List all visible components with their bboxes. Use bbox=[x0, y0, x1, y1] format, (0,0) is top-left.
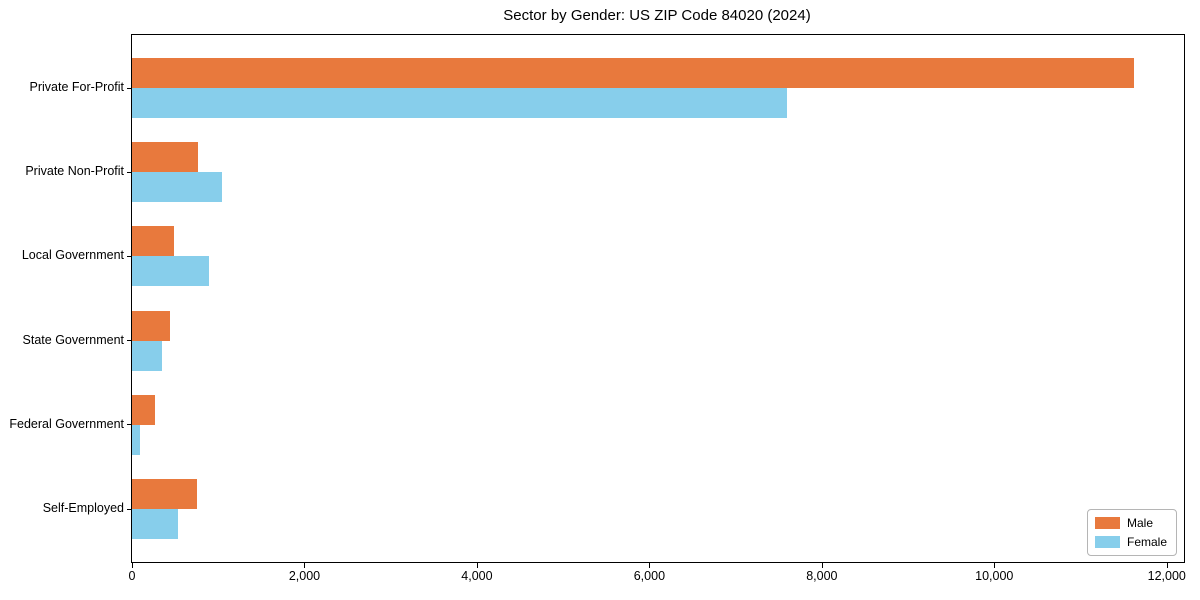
y-axis-label-self-employed: Self-Employed bbox=[42, 501, 124, 515]
x-axis-tick bbox=[1166, 563, 1168, 568]
bar-female-private-for-profit bbox=[132, 88, 787, 118]
bar-male-state-government bbox=[132, 310, 170, 341]
y-axis-label-private-non-profit: Private Non-Profit bbox=[25, 164, 124, 179]
x-axis-tick bbox=[994, 563, 996, 568]
y-axis-tick bbox=[127, 171, 131, 173]
y-axis-label-local-government: Local Government bbox=[21, 248, 124, 263]
legend-row-male: Male bbox=[1095, 516, 1168, 530]
y-axis-tick bbox=[127, 87, 131, 89]
bar-male-private-non-profit bbox=[132, 142, 198, 173]
plot-area: Private For-Profit Private Non-Profit Loca… bbox=[9, 34, 1186, 583]
legend-swatch-female bbox=[1095, 536, 1120, 548]
x-axis-tick bbox=[649, 563, 651, 568]
bar-male-private-for-profit bbox=[132, 58, 1134, 88]
x-axis-tick bbox=[132, 563, 133, 568]
bar-female-state-government bbox=[132, 340, 162, 371]
x-axis-label-10-000: 10,000 bbox=[975, 569, 1014, 583]
y-axis-tick bbox=[127, 255, 131, 257]
x-axis-label-2-000: 2,000 bbox=[288, 569, 321, 583]
bar-female-federal-government bbox=[132, 424, 140, 455]
y-axis-tick bbox=[127, 508, 131, 510]
x-axis-tick bbox=[304, 563, 306, 568]
legend-swatch-male bbox=[1095, 517, 1120, 529]
y-axis-label-private-for-profit: Private For-Profit bbox=[29, 80, 124, 94]
x-axis-label-12-000: 12,000 bbox=[1147, 569, 1186, 583]
y-axis-label-state-government: State Government bbox=[22, 332, 124, 347]
x-axis-label-0: 0 bbox=[128, 569, 136, 583]
y-axis-tick bbox=[127, 424, 131, 426]
bar-female-self-employed bbox=[132, 509, 178, 539]
bar-female-local-government bbox=[132, 256, 209, 287]
bar-male-federal-government bbox=[132, 394, 155, 425]
bar-female-private-non-profit bbox=[132, 172, 222, 203]
y-axis-tick bbox=[127, 340, 131, 342]
legend-row-female: Female bbox=[1095, 535, 1168, 549]
bar-male-local-government bbox=[132, 226, 174, 257]
bar-male-self-employed bbox=[132, 479, 197, 509]
legend-label-female: Female bbox=[1127, 535, 1168, 549]
y-axis-label-federal-government: Federal Government bbox=[9, 416, 124, 431]
chart-title: Sector by Gender: US ZIP Code 84020 (202… bbox=[503, 7, 811, 24]
legend: Male Female bbox=[1087, 509, 1177, 556]
x-axis-tick bbox=[476, 563, 478, 568]
x-axis-label-4-000: 4,000 bbox=[461, 569, 493, 583]
x-axis-label-6-000: 6,000 bbox=[633, 569, 666, 583]
x-axis-tick bbox=[821, 563, 823, 568]
x-axis-label-8-000: 8,000 bbox=[806, 569, 838, 583]
legend-label-male: Male bbox=[1127, 516, 1154, 530]
